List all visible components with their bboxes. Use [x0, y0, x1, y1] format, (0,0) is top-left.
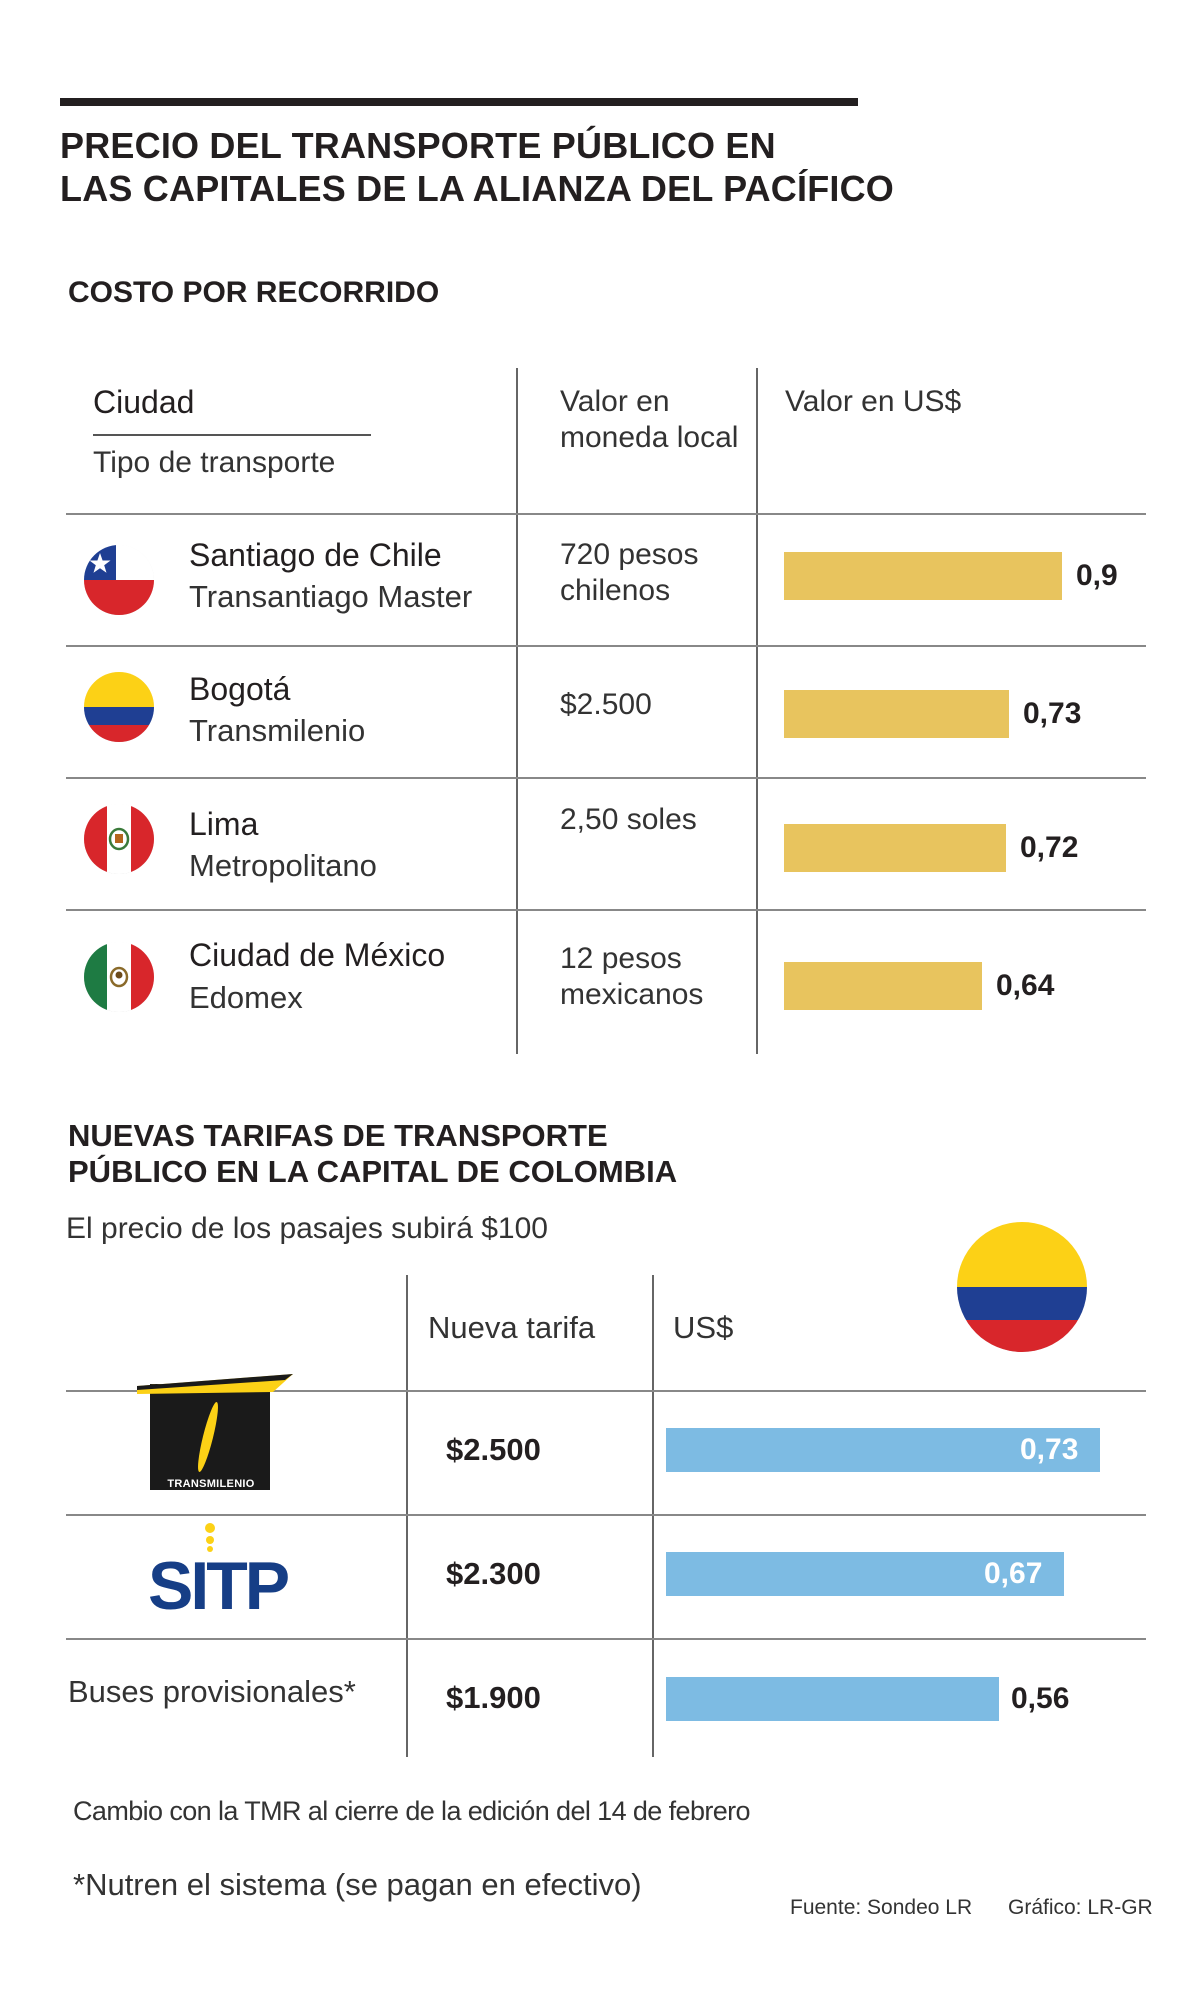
mexico-flag-icon: [84, 942, 154, 1012]
row-local-value: $2.500: [560, 688, 652, 721]
table2-col-divider-1: [406, 1275, 408, 1757]
usd-bar-transmilenio: [666, 1428, 1100, 1472]
section2-subtitle: El precio de los pasajes subirá $100: [66, 1212, 548, 1245]
usd-bar-label: 0,73: [1020, 1433, 1079, 1466]
source-credit: Fuente: Sondeo LR: [790, 1896, 973, 1919]
title-line-1: PRECIO DEL TRANSPORTE PÚBLICO EN: [60, 125, 776, 166]
table2-row-divider: [66, 1514, 1146, 1516]
usd-bar-label: 0,73: [1023, 697, 1082, 730]
row-local-value: 12 pesos mexicanos: [560, 942, 704, 1011]
row-transport-type: Transmilenio: [189, 713, 366, 748]
table1-row-divider: [66, 777, 1146, 779]
usd-bar-label: 0,64: [996, 969, 1055, 1002]
exchange-note: Cambio con la TMR al cierre de la edició…: [73, 1796, 751, 1826]
usd-bar-label: 0,72: [1020, 831, 1079, 864]
transmilenio-logo: TRANSMILENIO: [135, 1372, 295, 1502]
colombia-flag-icon: [84, 672, 154, 742]
header-divider: [93, 434, 371, 436]
table1-row-divider: [66, 513, 1146, 515]
section2-title: NUEVAS TARIFAS DE TRANSPORTE PÚBLICO EN …: [68, 1118, 677, 1190]
row-city: Lima: [189, 806, 259, 842]
header-new-fare: Nueva tarifa: [428, 1310, 596, 1345]
row-label-provisional: Buses provisionales*: [68, 1674, 356, 1709]
page-title: PRECIO DEL TRANSPORTE PÚBLICO EN LAS CAP…: [60, 124, 1060, 210]
graphic-credit: Gráfico: LR-GR: [1008, 1896, 1153, 1919]
transmilenio-logo-text: TRANSMILENIO: [167, 1478, 255, 1490]
table1-col-divider-2: [756, 368, 758, 1054]
table1-row-divider: [66, 909, 1146, 911]
peru-flag-icon: [84, 804, 154, 874]
fare-value: $2.300: [446, 1556, 541, 1591]
usd-bar-label: 0,67: [984, 1557, 1043, 1590]
row-city: Bogotá: [189, 671, 291, 707]
header-type: Tipo de transporte: [93, 446, 336, 479]
section2-title-line-1: NUEVAS TARIFAS DE TRANSPORTE: [68, 1118, 608, 1153]
fare-value: $1.900: [446, 1680, 541, 1715]
usd-bar-bogota: [784, 690, 1009, 738]
row-transport-type: Transantiago Master: [189, 579, 473, 614]
row-local-value: 720 pesos chilenos: [560, 538, 699, 607]
title-line-2: LAS CAPITALES DE LA ALIANZA DEL PACÍFICO: [60, 168, 894, 209]
table2-col-divider-2: [652, 1275, 654, 1757]
usd-bar-sitp: [666, 1552, 1064, 1596]
usd-bar-lima: [784, 824, 1006, 872]
usd-bar-provisional: [666, 1677, 999, 1721]
section1-title: COSTO POR RECORRIDO: [68, 276, 440, 309]
row-transport-type: Edomex: [189, 980, 303, 1015]
row-transport-type: Metropolitano: [189, 848, 377, 883]
fare-value: $2.500: [446, 1432, 541, 1467]
header-city: Ciudad: [93, 384, 195, 420]
table1-row-divider: [66, 645, 1146, 647]
usd-bar-label: 0,9: [1076, 559, 1118, 592]
section2-title-line-2: PÚBLICO EN LA CAPITAL DE COLOMBIA: [68, 1154, 678, 1189]
table2-row-divider: [66, 1638, 1146, 1640]
table2-row-divider: [66, 1390, 1146, 1392]
row-local-value: 2,50 soles: [560, 803, 697, 836]
colombia-flag-large-icon: [957, 1222, 1087, 1352]
row-city: Santiago de Chile: [189, 537, 442, 573]
usd-bar-mexico: [784, 962, 982, 1010]
chile-flag-icon: [84, 545, 154, 615]
usd-bar-santiago: [784, 552, 1062, 600]
top-rule: [60, 98, 858, 106]
header-usd-value: Valor en US$: [785, 385, 962, 418]
sitp-logo: SITP: [148, 1518, 298, 1628]
header-local-value: Valor en moneda local: [560, 385, 739, 454]
row-city: Ciudad de México: [189, 937, 446, 973]
footnote: *Nutren el sistema (se pagan en efectivo…: [73, 1867, 642, 1902]
sitp-logo-text: SITP: [148, 1548, 290, 1624]
table1-col-divider-1: [516, 368, 518, 1054]
usd-bar-label: 0,56: [1011, 1682, 1070, 1715]
header-usd: US$: [673, 1310, 734, 1345]
